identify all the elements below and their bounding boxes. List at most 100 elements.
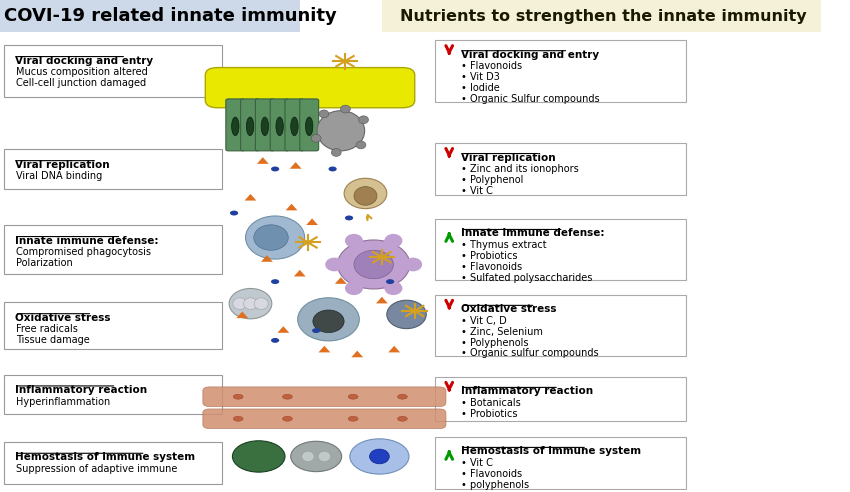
Ellipse shape: [337, 240, 410, 289]
Text: Hemostasis of immune system: Hemostasis of immune system: [14, 452, 195, 462]
FancyBboxPatch shape: [4, 442, 222, 484]
Text: Mucus composition altered: Mucus composition altered: [16, 67, 148, 77]
Polygon shape: [245, 194, 257, 201]
Ellipse shape: [313, 310, 344, 333]
Text: Innate immune defense:: Innate immune defense:: [461, 228, 604, 239]
Text: Hemostasis of immune system: Hemostasis of immune system: [461, 446, 641, 457]
Ellipse shape: [384, 281, 402, 295]
Text: Nutrients to strengthen the innate immunity: Nutrients to strengthen the innate immun…: [400, 9, 807, 24]
Polygon shape: [351, 351, 363, 357]
Text: • Vit D3: • Vit D3: [461, 72, 500, 82]
Text: Tissue damage: Tissue damage: [16, 335, 90, 345]
FancyBboxPatch shape: [0, 0, 300, 32]
Text: Viral replication: Viral replication: [14, 160, 110, 170]
Ellipse shape: [246, 117, 254, 136]
Ellipse shape: [341, 105, 350, 113]
Ellipse shape: [359, 116, 369, 123]
Polygon shape: [286, 204, 298, 211]
Polygon shape: [277, 326, 289, 333]
Text: Innate immune defense:: Innate immune defense:: [14, 236, 158, 246]
Text: Oxidative stress: Oxidative stress: [461, 305, 556, 314]
Ellipse shape: [233, 416, 243, 421]
Ellipse shape: [305, 117, 313, 136]
Circle shape: [271, 279, 280, 284]
Ellipse shape: [345, 281, 363, 295]
Ellipse shape: [356, 141, 366, 149]
FancyBboxPatch shape: [4, 150, 222, 188]
FancyBboxPatch shape: [435, 219, 686, 280]
Text: • Polyphenols: • Polyphenols: [461, 338, 528, 348]
FancyBboxPatch shape: [300, 99, 319, 151]
Text: • Probiotics: • Probiotics: [461, 409, 517, 419]
Ellipse shape: [387, 300, 426, 329]
Circle shape: [345, 215, 353, 220]
Circle shape: [350, 439, 409, 474]
Text: • Botanicals: • Botanicals: [461, 398, 520, 408]
FancyBboxPatch shape: [241, 99, 259, 151]
Text: Suppression of adaptive immune: Suppression of adaptive immune: [16, 464, 178, 474]
Circle shape: [291, 441, 342, 472]
Circle shape: [341, 59, 348, 63]
Ellipse shape: [345, 234, 363, 247]
Polygon shape: [257, 157, 269, 164]
Text: • Vit C, D: • Vit C, D: [461, 316, 507, 326]
Polygon shape: [294, 270, 306, 277]
Polygon shape: [290, 162, 302, 169]
FancyBboxPatch shape: [270, 99, 289, 151]
Text: Polarization: Polarization: [16, 258, 73, 268]
Text: • Flavonoids: • Flavonoids: [461, 469, 522, 479]
Text: • Polyphenol: • Polyphenol: [461, 175, 523, 185]
Ellipse shape: [404, 258, 422, 271]
Polygon shape: [261, 255, 273, 262]
Circle shape: [411, 308, 419, 313]
Text: • Vit C: • Vit C: [461, 186, 493, 196]
Ellipse shape: [317, 111, 365, 151]
Polygon shape: [335, 277, 347, 284]
Ellipse shape: [326, 258, 343, 271]
Ellipse shape: [254, 298, 268, 309]
Text: Inflammatory reaction: Inflammatory reaction: [14, 385, 147, 395]
FancyBboxPatch shape: [4, 45, 222, 97]
Text: Viral docking and entry: Viral docking and entry: [461, 50, 599, 60]
Circle shape: [328, 166, 337, 171]
Polygon shape: [388, 346, 400, 352]
FancyBboxPatch shape: [382, 0, 821, 32]
Text: Inflammatory reaction: Inflammatory reaction: [461, 386, 592, 397]
FancyBboxPatch shape: [435, 377, 686, 421]
Text: • Flavonoids: • Flavonoids: [461, 62, 522, 71]
Text: Oxidative stress: Oxidative stress: [14, 313, 110, 323]
Ellipse shape: [231, 117, 239, 136]
Ellipse shape: [344, 178, 387, 209]
Ellipse shape: [398, 416, 407, 421]
Polygon shape: [306, 218, 318, 225]
Polygon shape: [236, 311, 248, 318]
FancyBboxPatch shape: [435, 295, 686, 356]
FancyBboxPatch shape: [4, 375, 222, 414]
Ellipse shape: [332, 149, 341, 156]
Circle shape: [312, 328, 320, 333]
FancyBboxPatch shape: [435, 437, 686, 489]
Circle shape: [378, 255, 386, 259]
Ellipse shape: [230, 288, 272, 319]
Polygon shape: [319, 346, 331, 352]
Text: Compromised phagocytosis: Compromised phagocytosis: [16, 247, 151, 257]
FancyBboxPatch shape: [4, 225, 222, 274]
Text: • polyphenols: • polyphenols: [461, 480, 529, 490]
Ellipse shape: [233, 394, 243, 399]
Ellipse shape: [348, 394, 358, 399]
FancyBboxPatch shape: [285, 99, 303, 151]
Ellipse shape: [276, 117, 283, 136]
FancyBboxPatch shape: [255, 99, 275, 151]
Text: • Zinc, Selenium: • Zinc, Selenium: [461, 327, 542, 337]
FancyBboxPatch shape: [203, 387, 446, 406]
Ellipse shape: [354, 250, 394, 278]
Circle shape: [271, 338, 280, 343]
Circle shape: [230, 211, 238, 215]
Ellipse shape: [282, 394, 292, 399]
Text: Cell-cell junction damaged: Cell-cell junction damaged: [16, 78, 146, 88]
Text: • Vit C: • Vit C: [461, 458, 493, 468]
Text: Viral docking and entry: Viral docking and entry: [14, 56, 153, 65]
Circle shape: [271, 166, 280, 171]
Text: • Flavonoids: • Flavonoids: [461, 262, 522, 272]
Circle shape: [386, 279, 394, 284]
